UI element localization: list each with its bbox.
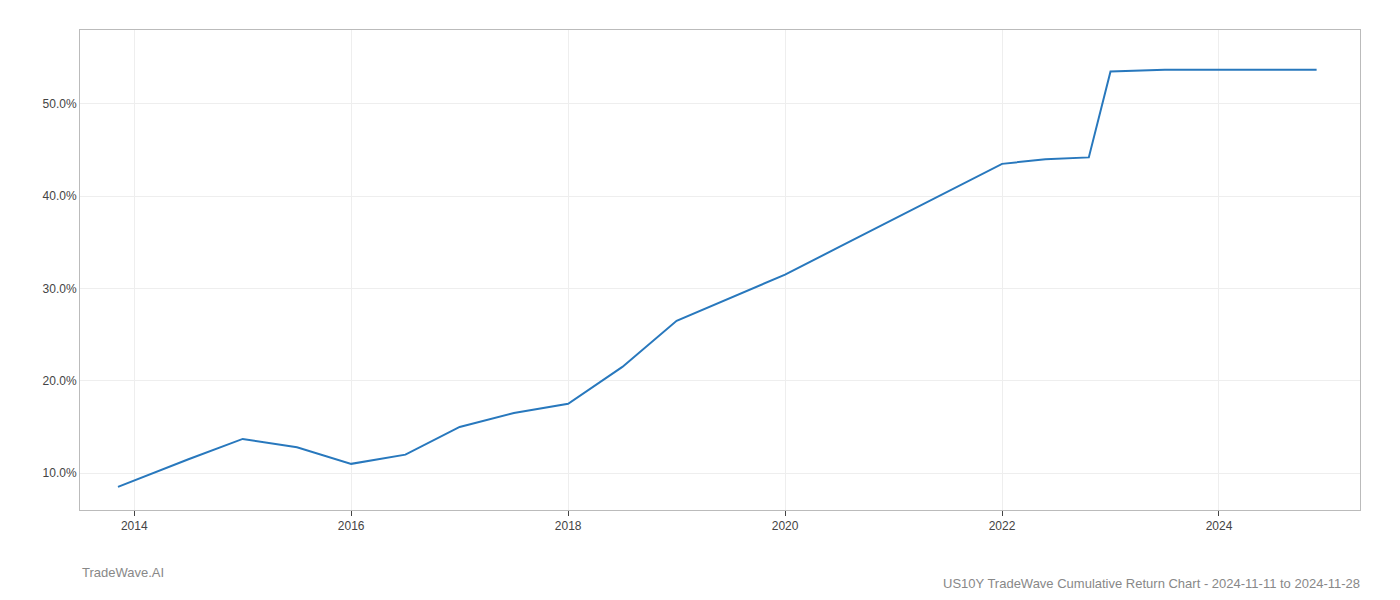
- svg-text:US10Y TradeWave Cumulative Ret: US10Y TradeWave Cumulative Return Chart …: [943, 576, 1360, 591]
- svg-text:50.0%: 50.0%: [43, 97, 77, 111]
- svg-text:2014: 2014: [121, 519, 148, 533]
- svg-text:2016: 2016: [338, 519, 365, 533]
- svg-text:20.0%: 20.0%: [43, 374, 77, 388]
- svg-text:10.0%: 10.0%: [43, 466, 77, 480]
- svg-text:2022: 2022: [989, 519, 1016, 533]
- svg-text:2020: 2020: [772, 519, 799, 533]
- svg-text:30.0%: 30.0%: [43, 282, 77, 296]
- svg-text:2024: 2024: [1206, 519, 1233, 533]
- svg-text:40.0%: 40.0%: [43, 189, 77, 203]
- svg-text:TradeWave.AI: TradeWave.AI: [82, 565, 164, 580]
- svg-text:2018: 2018: [555, 519, 582, 533]
